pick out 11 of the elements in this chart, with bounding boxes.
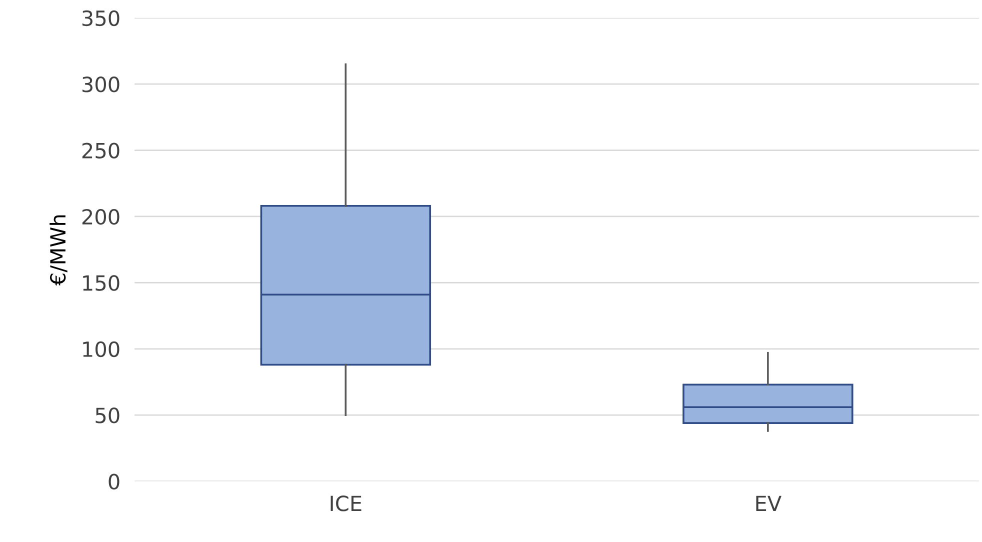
y-tick-label: 100: [83, 341, 120, 358]
y-tick-label: 300: [82, 76, 120, 92]
y-tick-label: 350: [82, 10, 120, 26]
x-tick-label: ICE: [330, 496, 362, 512]
y-tick-label: 250: [82, 142, 120, 158]
y-axis-title: €/MWh: [50, 215, 68, 286]
x-tick-label: EV: [756, 496, 782, 512]
y-tick-label: 200: [82, 208, 120, 225]
y-tick-label: 150: [83, 275, 120, 291]
y-tick-label: 0: [108, 474, 120, 490]
y-tick-label: 50: [96, 408, 120, 424]
